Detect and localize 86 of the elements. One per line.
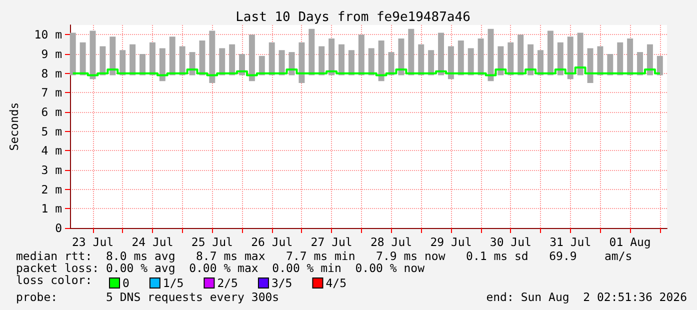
x-tick-label: 24 Jul [132,235,174,249]
text: median rtt: 8.0 ms avg 8.7 ms max 7.7 ms min 7.9 ms now 0.1 ms sd 69.9 am/s [16,249,632,263]
bar [358,34,364,76]
legend-label: 1/5 [162,276,184,290]
bar [338,44,344,76]
bar [567,36,574,80]
bar [637,52,643,76]
bar [646,44,653,76]
bar [120,50,126,76]
x-tick-label: 25 Jul [191,235,233,249]
text: probe: 5 DNS requests every 300s [16,290,280,304]
x-tick-label: 23 Jul [72,235,114,249]
bar [110,36,116,76]
x-tick-label: 31 Jul [550,235,592,249]
bar [248,34,255,82]
bar [368,48,374,76]
bar [159,48,166,82]
bar [478,38,484,76]
bar [398,38,404,76]
y-tick-label: 9 m [41,47,62,61]
bar [428,50,434,76]
y-tick-label: 6 m [41,105,62,119]
y-tick-label: 8 m [41,66,62,80]
y-tick-label: 0 [55,221,62,235]
bar [298,42,305,83]
bar [169,36,176,76]
bar [547,30,554,76]
bar [528,44,534,76]
bar [268,42,275,76]
legend-label: 3/5 [271,276,292,290]
legend-label: 2/5 [217,276,238,290]
bar [278,50,285,76]
bar [219,48,226,76]
y-tick-label: 10 m [34,28,62,42]
bar [70,32,76,76]
legend-label: 0 [122,276,130,290]
bar [130,44,136,76]
bar [80,42,86,76]
bar [607,54,614,76]
x-tick-label: 01 Aug [609,235,651,249]
chart-title: Last 10 Days from fe9e19487a46 [236,10,470,25]
bar [308,28,315,76]
bar [318,46,325,76]
bar [328,38,335,76]
y-tick-label: 1 m [41,202,62,216]
bar [140,54,146,76]
legend-label: 4/5 [326,276,347,290]
bar [199,40,206,76]
bar [438,32,444,76]
x-tick-label: 27 Jul [310,235,352,249]
bar [408,28,414,76]
x-tick-label: 30 Jul [490,235,532,249]
bar [597,46,604,76]
y-tick-label: 4 m [41,144,62,158]
bar [149,42,156,76]
bar [239,54,245,76]
bar [518,34,524,76]
x-tick-label: 29 Jul [430,235,472,249]
y-tick-label: 5 m [41,124,62,138]
bar [100,46,106,76]
bar [508,42,514,76]
bar [418,44,424,76]
text: end: Sun Aug 2 02:51:36 2026 [486,290,687,304]
y-tick-label: 2 m [41,182,62,196]
y-tick-label: 7 m [41,86,62,100]
bar [577,32,584,76]
bar [656,56,663,76]
bar [448,46,454,80]
bar [557,42,564,76]
bar [468,48,474,76]
bar [229,44,236,76]
text: packet loss: 0.00 % avg 0.00 % max 0.00 % min 0.00 % now [16,261,424,275]
y-axis-title: Seconds [7,102,21,151]
bar [378,40,384,82]
x-tick-label: 28 Jul [370,235,412,249]
bar [348,50,354,76]
bar [627,38,634,76]
bar [209,30,216,83]
bar [617,42,624,76]
x-tick-label: 26 Jul [251,235,293,249]
bar [538,50,544,76]
y-tick-label: 3 m [41,163,62,177]
bar [458,40,464,76]
text: loss color: [16,273,92,287]
bar [498,46,504,76]
bar [179,46,186,76]
